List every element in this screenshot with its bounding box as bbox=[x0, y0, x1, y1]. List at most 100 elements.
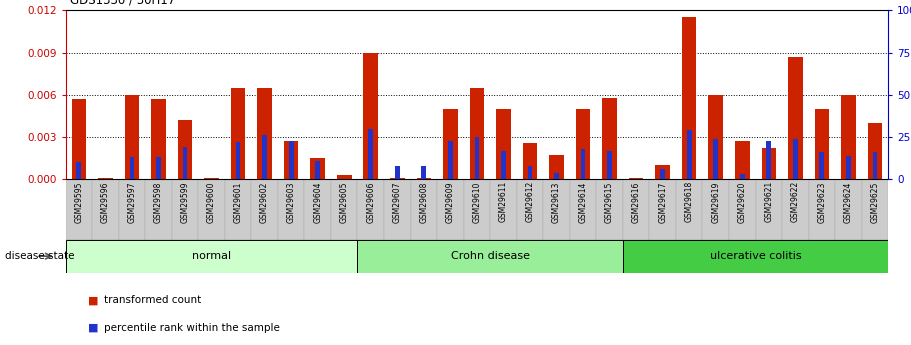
Bar bbox=[867, 123, 882, 179]
Bar bbox=[182, 147, 188, 179]
Bar bbox=[676, 179, 702, 240]
Bar bbox=[501, 151, 506, 179]
Bar bbox=[729, 179, 755, 240]
Bar bbox=[702, 179, 729, 240]
Bar bbox=[814, 109, 829, 179]
Bar bbox=[357, 179, 384, 240]
Text: GSM29614: GSM29614 bbox=[578, 181, 588, 223]
Bar bbox=[448, 140, 453, 179]
Bar bbox=[660, 169, 665, 179]
Text: Crohn disease: Crohn disease bbox=[451, 251, 529, 261]
Text: transformed count: transformed count bbox=[104, 295, 201, 305]
Bar bbox=[151, 99, 166, 179]
Bar bbox=[145, 179, 172, 240]
Bar bbox=[709, 95, 723, 179]
Bar bbox=[755, 179, 782, 240]
Bar bbox=[98, 178, 113, 179]
Bar bbox=[841, 95, 855, 179]
Bar bbox=[368, 129, 374, 179]
Bar bbox=[543, 179, 569, 240]
Bar bbox=[793, 139, 798, 179]
Bar bbox=[523, 143, 537, 179]
Bar bbox=[331, 179, 357, 240]
Bar bbox=[650, 179, 676, 240]
Bar bbox=[77, 162, 81, 179]
Text: GSM29608: GSM29608 bbox=[419, 181, 428, 223]
Bar bbox=[766, 140, 772, 179]
Bar bbox=[304, 179, 331, 240]
Bar bbox=[278, 179, 304, 240]
Text: GSM29609: GSM29609 bbox=[445, 181, 455, 223]
Bar bbox=[422, 166, 426, 179]
Text: GSM29611: GSM29611 bbox=[499, 181, 508, 223]
Bar bbox=[257, 88, 271, 179]
Bar bbox=[597, 179, 623, 240]
Bar bbox=[569, 179, 597, 240]
Bar bbox=[846, 156, 851, 179]
Text: GSM29623: GSM29623 bbox=[817, 181, 826, 223]
Bar bbox=[629, 178, 643, 179]
Bar bbox=[230, 88, 245, 179]
Text: ulcerative colitis: ulcerative colitis bbox=[710, 251, 802, 261]
Bar bbox=[490, 179, 517, 240]
Bar bbox=[204, 178, 219, 179]
Text: GSM29610: GSM29610 bbox=[473, 181, 481, 223]
Bar bbox=[576, 109, 590, 179]
Text: GSM29601: GSM29601 bbox=[233, 181, 242, 223]
Text: GSM29621: GSM29621 bbox=[764, 181, 773, 223]
Bar bbox=[156, 157, 161, 179]
Bar bbox=[762, 148, 776, 179]
Bar bbox=[225, 179, 251, 240]
Text: normal: normal bbox=[192, 251, 231, 261]
Text: GSM29624: GSM29624 bbox=[844, 181, 853, 223]
Bar bbox=[735, 141, 750, 179]
Bar bbox=[580, 149, 586, 179]
Text: GSM29602: GSM29602 bbox=[261, 181, 269, 223]
Bar bbox=[809, 179, 835, 240]
Bar bbox=[788, 57, 803, 179]
Text: GSM29616: GSM29616 bbox=[631, 181, 640, 223]
Bar bbox=[394, 166, 400, 179]
Text: ■: ■ bbox=[88, 323, 99, 333]
Text: ■: ■ bbox=[88, 295, 99, 305]
Bar bbox=[554, 172, 559, 179]
Bar bbox=[820, 152, 824, 179]
Bar bbox=[608, 151, 612, 179]
Bar bbox=[496, 109, 511, 179]
Bar bbox=[118, 179, 145, 240]
Bar bbox=[236, 142, 241, 179]
Bar bbox=[655, 165, 670, 179]
Text: GSM29618: GSM29618 bbox=[685, 181, 693, 223]
Bar bbox=[464, 179, 490, 240]
Text: GDS1330 / 30H17: GDS1330 / 30H17 bbox=[70, 0, 176, 7]
Bar bbox=[443, 109, 457, 179]
Text: GSM29625: GSM29625 bbox=[870, 181, 879, 223]
Bar bbox=[337, 175, 352, 179]
Text: GSM29617: GSM29617 bbox=[658, 181, 667, 223]
Bar bbox=[740, 174, 744, 179]
FancyBboxPatch shape bbox=[623, 240, 888, 273]
Text: GSM29605: GSM29605 bbox=[340, 181, 349, 223]
Bar bbox=[72, 99, 87, 179]
Bar bbox=[363, 53, 378, 179]
Bar bbox=[66, 179, 92, 240]
Text: GSM29595: GSM29595 bbox=[75, 181, 84, 223]
Bar bbox=[92, 179, 118, 240]
Text: GSM29615: GSM29615 bbox=[605, 181, 614, 223]
Bar bbox=[517, 179, 543, 240]
Bar bbox=[284, 141, 299, 179]
Bar bbox=[549, 156, 564, 179]
Text: GSM29597: GSM29597 bbox=[128, 181, 137, 223]
Bar bbox=[782, 179, 809, 240]
Bar bbox=[311, 158, 325, 179]
Bar bbox=[475, 137, 479, 179]
Text: GSM29603: GSM29603 bbox=[287, 181, 296, 223]
Bar bbox=[835, 179, 862, 240]
FancyBboxPatch shape bbox=[66, 240, 357, 273]
Bar bbox=[713, 139, 718, 179]
Bar bbox=[687, 130, 691, 179]
Text: GSM29596: GSM29596 bbox=[101, 181, 110, 223]
Bar bbox=[527, 166, 532, 179]
Bar bbox=[262, 136, 267, 179]
Text: percentile rank within the sample: percentile rank within the sample bbox=[104, 323, 280, 333]
